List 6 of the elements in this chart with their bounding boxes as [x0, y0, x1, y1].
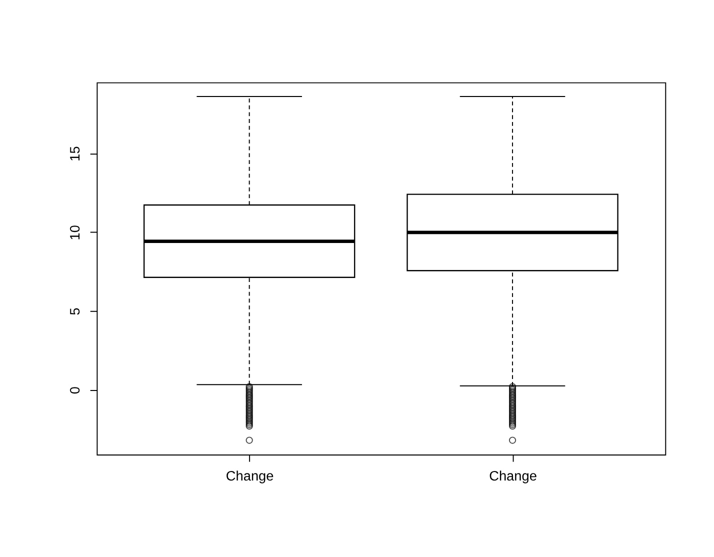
y-tick-label: 15 — [68, 146, 83, 162]
y-tick-label: 0 — [68, 386, 83, 394]
x-tick-label: Change — [226, 468, 274, 484]
x-tick-label: Change — [489, 468, 537, 484]
y-tick-label: 5 — [68, 307, 83, 316]
y-tick-label: 10 — [68, 224, 83, 240]
